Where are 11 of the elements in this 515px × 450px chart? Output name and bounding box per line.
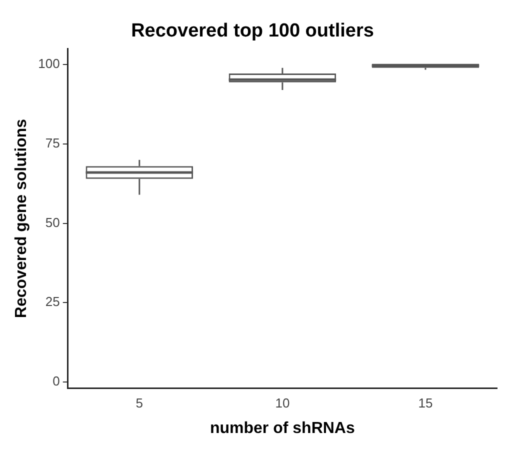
chart-title: Recovered top 100 outliers bbox=[131, 20, 374, 42]
y-tick-label: 0 bbox=[52, 373, 60, 388]
y-tick-label: 25 bbox=[45, 294, 60, 310]
y-axis-title: Recovered gene solutions bbox=[13, 118, 30, 318]
y-tick-label: 75 bbox=[45, 136, 60, 151]
y-tick-label: 50 bbox=[45, 214, 60, 230]
x-axis-title: number of shRNAs bbox=[210, 420, 355, 437]
x-tick-label: 5 bbox=[136, 396, 144, 411]
x-tick-label: 15 bbox=[418, 396, 433, 411]
y-tick-label: 100 bbox=[38, 56, 60, 72]
x-tick-label: 10 bbox=[275, 396, 290, 411]
